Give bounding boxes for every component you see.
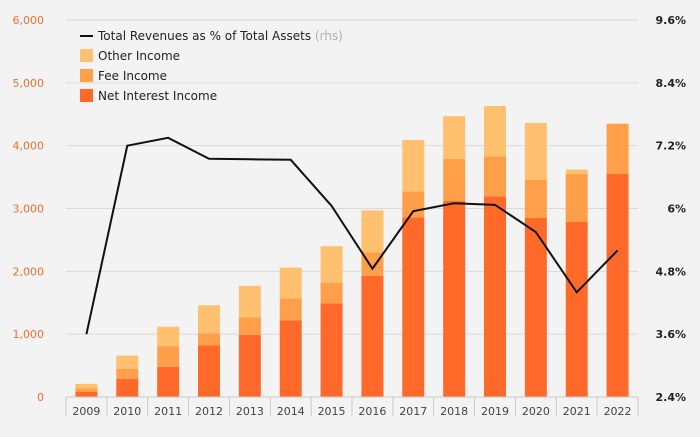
bar-fee-income: [198, 334, 220, 346]
legend-swatch-fee-income: [80, 69, 93, 82]
left-axis-tick-label: 4,000: [13, 140, 45, 153]
bar-net-interest-income: [116, 379, 138, 397]
legend-swatch-net-interest-income: [80, 89, 93, 102]
left-axis-tick-label: 1,000: [13, 328, 45, 341]
x-axis-tick-label: 2014: [277, 405, 305, 418]
bar-fee-income: [607, 124, 629, 174]
bar-fee-income: [280, 298, 302, 320]
bar-other-income: [157, 327, 179, 346]
bar-net-interest-income: [607, 174, 629, 397]
bar-fee-income: [75, 388, 97, 392]
legend: Total Revenues as % of Total Assets (rhs…: [80, 29, 343, 103]
right-axis-tick-label: 9.6%: [655, 14, 686, 27]
bar-net-interest-income: [198, 345, 220, 397]
left-axis-tick-label: 0: [37, 391, 44, 404]
bar-other-income: [75, 384, 97, 388]
left-axis-tick-label: 6,000: [13, 14, 45, 27]
bar-fee-income: [443, 159, 465, 201]
bar-net-interest-income: [321, 303, 343, 397]
x-axis-tick-label: 2016: [358, 405, 386, 418]
bars: [75, 106, 628, 397]
bar-net-interest-income: [239, 335, 261, 397]
right-axis-tick-label: 8.4%: [655, 77, 686, 90]
bar-net-interest-income: [75, 392, 97, 397]
bar-other-income: [566, 170, 588, 174]
x-axis-tick-label: 2019: [481, 405, 509, 418]
bar-other-income: [239, 286, 261, 317]
bar-fee-income: [157, 346, 179, 367]
bar-fee-income: [484, 156, 506, 196]
bar-fee-income: [321, 283, 343, 304]
bar-net-interest-income: [280, 320, 302, 397]
right-axis-tick-label: 4.8%: [655, 265, 686, 278]
bar-fee-income: [525, 180, 547, 218]
x-axis-tick-label: 2022: [604, 405, 632, 418]
right-axis-tick-label: 7.2%: [655, 140, 686, 153]
bar-net-interest-income: [443, 201, 465, 397]
right-axis-tick-label: 2.4%: [655, 391, 686, 404]
x-axis-tick-label: 2012: [195, 405, 223, 418]
left-axis-tick-label: 2,000: [13, 265, 45, 278]
left-axis-tick-label: 5,000: [13, 77, 45, 90]
bar-other-income: [525, 123, 547, 180]
bar-other-income: [198, 305, 220, 333]
legend-label-total-revenues: Total Revenues as % of Total Assets (rhs…: [97, 29, 343, 43]
legend-swatch-other-income: [80, 49, 93, 62]
bar-net-interest-income: [484, 197, 506, 397]
bar-other-income: [116, 356, 138, 369]
bar-other-income: [484, 106, 506, 156]
bar-net-interest-income: [157, 367, 179, 397]
right-axis-tick-label: 6%: [667, 203, 686, 216]
bar-net-interest-income: [402, 217, 424, 397]
bar-other-income: [321, 246, 343, 282]
bar-fee-income: [566, 174, 588, 222]
x-axis-tick-label: 2020: [522, 405, 550, 418]
legend-label-net-interest-income: Net Interest Income: [98, 89, 217, 103]
legend-label-fee-income: Fee Income: [98, 69, 167, 83]
bar-net-interest-income: [566, 222, 588, 397]
x-axis-tick-label: 2021: [563, 405, 591, 418]
legend-label-text: Total Revenues as % of Total Assets: [97, 29, 311, 43]
x-axis-tick-label: 2018: [440, 405, 468, 418]
x-axis-tick-label: 2011: [154, 405, 182, 418]
bar-other-income: [402, 140, 424, 192]
left-axis-tick-label: 3,000: [13, 203, 45, 216]
bar-fee-income: [402, 192, 424, 218]
x-axis-tick-label: 2015: [318, 405, 346, 418]
bar-fee-income: [116, 369, 138, 379]
x-axis-tick-label: 2013: [236, 405, 264, 418]
right-axis-tick-label: 3.6%: [655, 328, 686, 341]
bar-net-interest-income: [361, 276, 383, 397]
bar-fee-income: [239, 317, 261, 335]
bar-other-income: [443, 116, 465, 159]
x-axis-tick-label: 2010: [113, 405, 141, 418]
legend-label-other-income: Other Income: [98, 49, 180, 63]
x-axis-tick-label: 2009: [72, 405, 100, 418]
legend-label-rhs-note: (rhs): [311, 29, 343, 43]
x-axis-tick-label: 2017: [399, 405, 427, 418]
bar-other-income: [280, 268, 302, 299]
bar-other-income: [361, 210, 383, 252]
